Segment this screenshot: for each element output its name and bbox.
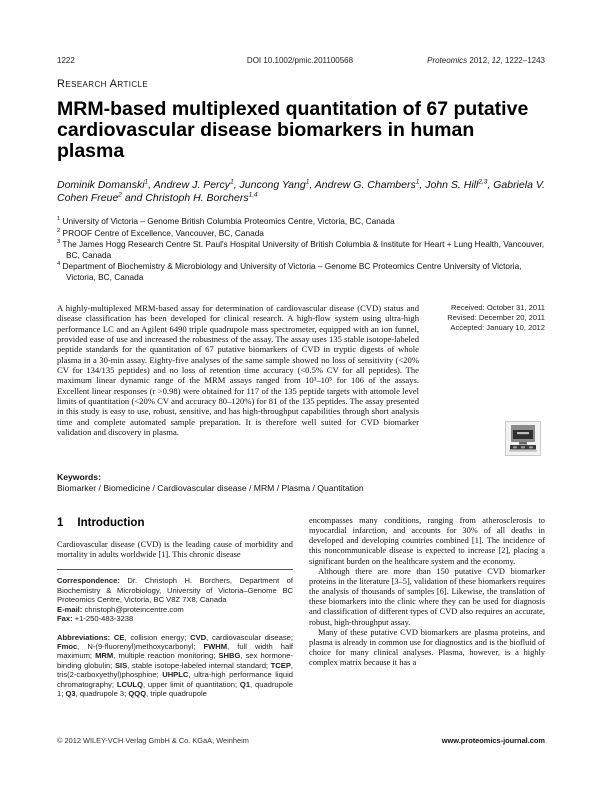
correspondence-note: Correspondence: Dr. Christoph H. Borcher… bbox=[57, 576, 293, 624]
footnote-rule bbox=[57, 569, 293, 571]
author: Gabriela V. Cohen Freue2 and bbox=[57, 179, 545, 204]
revised-date: Revised: December 20, 2011 bbox=[447, 313, 545, 322]
left-column: 1 Introduction Cardiovascular disease (CV… bbox=[57, 516, 293, 698]
body-columns: 1 Introduction Cardiovascular disease (CV… bbox=[57, 516, 545, 698]
abstract-text: A highly-multiplexed MRM-based assay for… bbox=[57, 303, 419, 438]
affiliation: 3 The James Hogg Research Centre St. Pau… bbox=[57, 239, 545, 260]
abstract-section: A highly-multiplexed MRM-based assay for… bbox=[57, 303, 545, 461]
correspondence-email[interactable]: christoph@proteincentre.com bbox=[82, 604, 184, 614]
keywords-block: Keywords: Biomarker / Biomedicine / Card… bbox=[57, 472, 545, 494]
doi: DOI 10.1002/pmic.201100568 bbox=[246, 56, 354, 65]
body-paragraph: Although there are more than 150 putativ… bbox=[309, 566, 545, 627]
copyright-notice: © 2012 WILEY-VCH Verlag GmbH & Co. KGaA,… bbox=[57, 736, 249, 745]
dates-block: Received: October 31, 2011 Revised: Dece… bbox=[447, 303, 545, 333]
received-date: Received: October 31, 2011 bbox=[451, 303, 545, 312]
author: Christoph H. Borchers1,4 bbox=[145, 191, 258, 204]
author-list: Dominik Domanski1, Andrew J. Percy1, Jun… bbox=[57, 179, 545, 205]
right-column: encompasses many conditions, ranging fro… bbox=[309, 516, 545, 698]
author: Andrew J. Percy1, bbox=[153, 178, 240, 191]
journal-website-link[interactable]: www.proteomics-journal.com bbox=[441, 736, 545, 745]
keywords-text: Biomarker / Biomedicine / Cardiovascular… bbox=[57, 483, 364, 493]
page-footer: © 2012 WILEY-VCH Verlag GmbH & Co. KGaA,… bbox=[57, 736, 545, 745]
author: Juncong Yang1, bbox=[239, 178, 315, 191]
article-type-label: Research Article bbox=[57, 78, 149, 90]
page-number: 1222 bbox=[57, 56, 75, 65]
abbreviations-note: Abbreviations: CE, collision energy; CVD… bbox=[57, 632, 294, 698]
running-head: 1222 DOI 10.1002/pmic.201100568 Proteomi… bbox=[57, 56, 545, 65]
body-paragraph: Many of these putative CVD biomarkers ar… bbox=[309, 627, 545, 668]
accepted-date: Accepted: January 10, 2012 bbox=[450, 323, 545, 332]
affiliation: 1 University of Victoria – Genome Britis… bbox=[57, 216, 395, 226]
intro-paragraph: Cardiovascular disease (CVD) is the lead… bbox=[57, 540, 293, 560]
affiliation-list: 1 University of Victoria – Genome Britis… bbox=[57, 216, 545, 282]
author: John S. Hill2,3, bbox=[425, 178, 494, 191]
supporting-info-computer-icon bbox=[505, 421, 541, 461]
section-number: 1 bbox=[57, 517, 64, 529]
body-paragraph: encompasses many conditions, ranging fro… bbox=[309, 516, 545, 566]
author: Dominik Domanski1, bbox=[57, 178, 154, 191]
margin-column: Received: October 31, 2011 Revised: Dece… bbox=[419, 303, 545, 461]
section-title: Introduction bbox=[77, 517, 145, 529]
author: Andrew G. Chambers1, bbox=[314, 178, 426, 191]
affiliation: 4 Department of Biochemistry & Microbiol… bbox=[57, 261, 522, 282]
affiliation: 2 PROOF Centre of Excellence, Vancouver,… bbox=[57, 227, 264, 238]
article-title: MRM-based multiplexed quantitation of 67… bbox=[57, 98, 529, 162]
keywords-heading: Keywords: bbox=[57, 472, 101, 482]
journal-citation: Proteomics 2012, 12, 1222–1243 bbox=[427, 56, 545, 65]
section-heading-introduction: 1 Introduction bbox=[57, 517, 293, 529]
